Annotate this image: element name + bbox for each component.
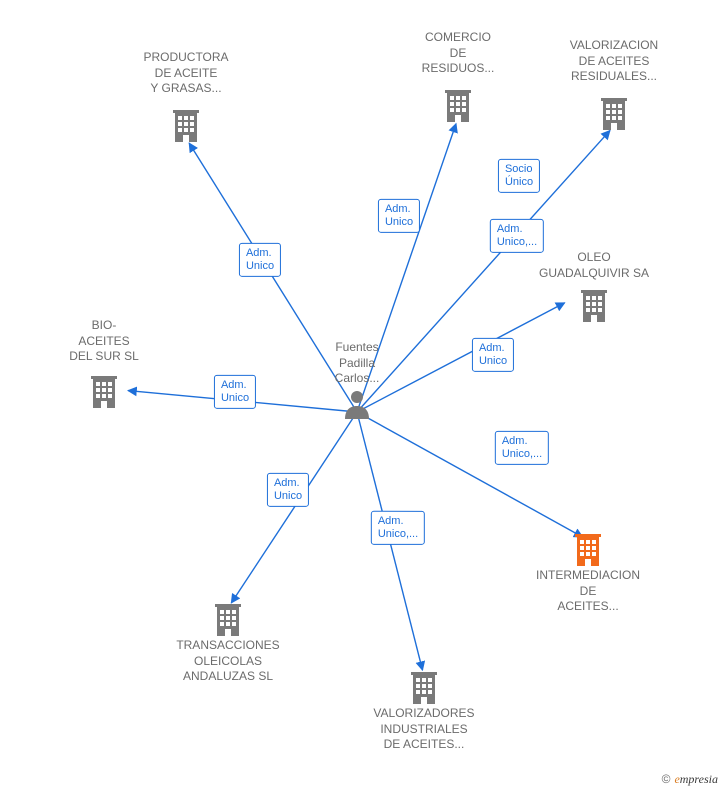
building-icon xyxy=(158,604,298,636)
building-icon xyxy=(524,290,664,322)
building-icon xyxy=(388,90,528,122)
company-icon-intermediacion[interactable] xyxy=(518,532,658,566)
company-label: PRODUCTORA DE ACEITE Y GRASAS... xyxy=(116,50,256,97)
company-label: VALORIZADORES INDUSTRIALES DE ACEITES... xyxy=(354,706,494,753)
person-icon xyxy=(297,389,417,424)
company-node-valorizacion[interactable]: VALORIZACION DE ACEITES RESIDUALES... xyxy=(544,38,684,85)
edge-label: Socio Único xyxy=(498,159,540,193)
edge-label: Adm. Unico xyxy=(267,473,309,507)
company-icon-valorizadores[interactable] xyxy=(354,670,494,704)
company-node-productora[interactable]: PRODUCTORA DE ACEITE Y GRASAS... xyxy=(116,50,256,97)
company-node-intermediacion[interactable]: INTERMEDIACION DE ACEITES... xyxy=(518,568,658,615)
company-icon-bioaceites[interactable] xyxy=(34,374,174,408)
company-node-bioaceites[interactable]: BIO- ACEITES DEL SUR SL xyxy=(34,318,174,365)
building-icon xyxy=(518,534,658,566)
center-person-node[interactable]: Fuentes Padilla Carlos... xyxy=(297,340,417,424)
company-node-transacciones[interactable]: TRANSACCIONES OLEICOLAS ANDALUZAS SL xyxy=(158,638,298,685)
company-label: COMERCIO DE RESIDUOS... xyxy=(388,30,528,77)
edge-label: Adm. Unico xyxy=(472,338,514,372)
edge-label: Adm. Unico xyxy=(214,375,256,409)
company-icon-comercio[interactable] xyxy=(388,88,528,122)
center-label: Fuentes Padilla Carlos... xyxy=(297,340,417,387)
company-icon-productora[interactable] xyxy=(116,108,256,142)
building-icon xyxy=(116,110,256,142)
edge-label: Adm. Unico,... xyxy=(371,511,425,545)
credit-line: ©empresia xyxy=(662,772,718,787)
brand-rest: mpresia xyxy=(680,772,718,786)
company-node-valorizadores[interactable]: VALORIZADORES INDUSTRIALES DE ACEITES... xyxy=(354,706,494,753)
edge-label: Adm. Unico,... xyxy=(495,431,549,465)
company-label: VALORIZACION DE ACEITES RESIDUALES... xyxy=(544,38,684,85)
edge-label: Adm. Unico,... xyxy=(490,219,544,253)
edge-line xyxy=(231,412,357,603)
company-node-comercio[interactable]: COMERCIO DE RESIDUOS... xyxy=(388,30,528,77)
company-label: BIO- ACEITES DEL SUR SL xyxy=(34,318,174,365)
company-label: OLEO GUADALQUIVIR SA xyxy=(524,250,664,281)
copyright-symbol: © xyxy=(662,772,671,786)
edge-label: Adm. Unico xyxy=(239,243,281,277)
company-icon-transacciones[interactable] xyxy=(158,602,298,636)
network-diagram: Fuentes Padilla Carlos... PRODUCTORA DE … xyxy=(0,0,728,795)
company-node-oleo[interactable]: OLEO GUADALQUIVIR SA xyxy=(524,250,664,281)
company-label: INTERMEDIACION DE ACEITES... xyxy=(518,568,658,615)
company-label: TRANSACCIONES OLEICOLAS ANDALUZAS SL xyxy=(158,638,298,685)
edge-label: Adm. Unico xyxy=(378,199,420,233)
building-icon xyxy=(354,672,494,704)
building-icon xyxy=(544,98,684,130)
company-icon-valorizacion[interactable] xyxy=(544,96,684,130)
building-icon xyxy=(34,376,174,408)
company-icon-oleo[interactable] xyxy=(524,288,664,322)
